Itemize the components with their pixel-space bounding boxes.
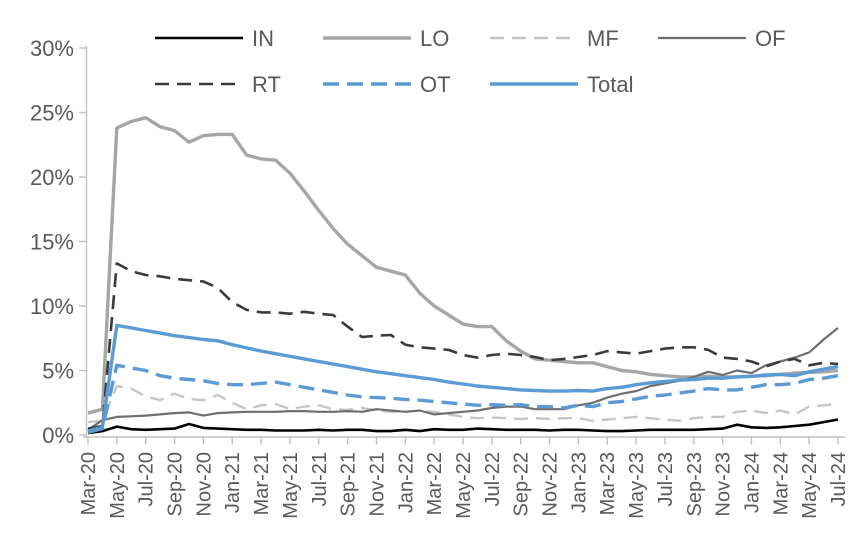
x-axis-tick-label: Sep-22 — [511, 452, 533, 517]
x-axis-tick-label: Jan-23 — [568, 452, 590, 513]
legend-item-OF: OF — [658, 26, 786, 51]
series-line-RT — [87, 262, 839, 430]
x-axis-tick-label: Jul-23 — [655, 452, 677, 506]
x-axis-tick-label: Nov-23 — [713, 452, 735, 516]
y-axis-tick-label: 20% — [30, 165, 74, 190]
x-axis-tick-label: May-24 — [799, 452, 821, 519]
x-axis-tick-label: Mar-21 — [251, 452, 273, 515]
y-axis-tick-label: 5% — [42, 359, 74, 384]
legend-label-IN: IN — [252, 26, 274, 51]
legend-item-Total: Total — [490, 72, 633, 97]
x-axis-tick-label: Mar-22 — [424, 452, 446, 515]
x-axis-tick-label: Jul-24 — [828, 452, 850, 506]
series-line-MF — [87, 384, 839, 424]
x-axis-tick-label: Jan-22 — [395, 452, 417, 513]
x-axis-tick-label: Sep-21 — [338, 452, 360, 517]
x-axis-tick-label: Jan-21 — [222, 452, 244, 513]
y-axis-tick-label: 15% — [30, 230, 74, 255]
legend-label-LO: LO — [420, 26, 449, 51]
x-axis-tick-label: May-21 — [280, 452, 302, 519]
x-axis-tick-label: Nov-22 — [540, 452, 562, 516]
y-axis-tick-label: 25% — [30, 101, 74, 126]
x-axis-tick-label: Jan-24 — [741, 452, 763, 513]
legend-item-OT: OT — [323, 72, 451, 97]
x-axis-tick-label: Sep-20 — [165, 452, 187, 517]
x-axis-tick-label: Mar-20 — [78, 452, 100, 515]
x-axis-tick-label: Jul-22 — [482, 452, 504, 506]
x-axis-tick-label: Nov-21 — [366, 452, 388, 516]
x-axis-tick-label: May-23 — [626, 452, 648, 519]
y-axis-tick-label: 10% — [30, 294, 74, 319]
x-axis-tick-label: May-22 — [453, 452, 475, 519]
legend-item-IN: IN — [155, 26, 274, 51]
legend-label-OT: OT — [420, 72, 451, 97]
y-axis-tick-label: 30% — [30, 36, 74, 61]
series-line-Total — [87, 323, 839, 433]
legend-label-Total: Total — [587, 72, 633, 97]
x-axis-tick-label: May-20 — [107, 452, 129, 519]
series-line-OF — [87, 327, 839, 431]
series-line-IN — [87, 418, 839, 435]
legend-label-MF: MF — [587, 26, 619, 51]
x-axis-tick-label: Jul-20 — [136, 452, 158, 506]
legend-item-LO: LO — [323, 26, 449, 51]
x-axis-tick-label: Nov-20 — [193, 452, 215, 516]
legend-label-OF: OF — [755, 26, 786, 51]
series-line-LO — [87, 116, 839, 415]
legend-label-RT: RT — [252, 72, 281, 97]
x-axis-tick-label: Jul-21 — [309, 452, 331, 506]
x-axis-tick-label: Mar-23 — [597, 452, 619, 515]
x-axis-tick-label: Mar-24 — [770, 452, 792, 515]
legend-item-RT: RT — [155, 72, 281, 97]
x-axis-tick-label: Sep-23 — [684, 452, 706, 517]
y-axis-tick-label: 0% — [42, 423, 74, 448]
series-line-OT — [87, 363, 839, 435]
legend-item-MF: MF — [490, 26, 619, 51]
